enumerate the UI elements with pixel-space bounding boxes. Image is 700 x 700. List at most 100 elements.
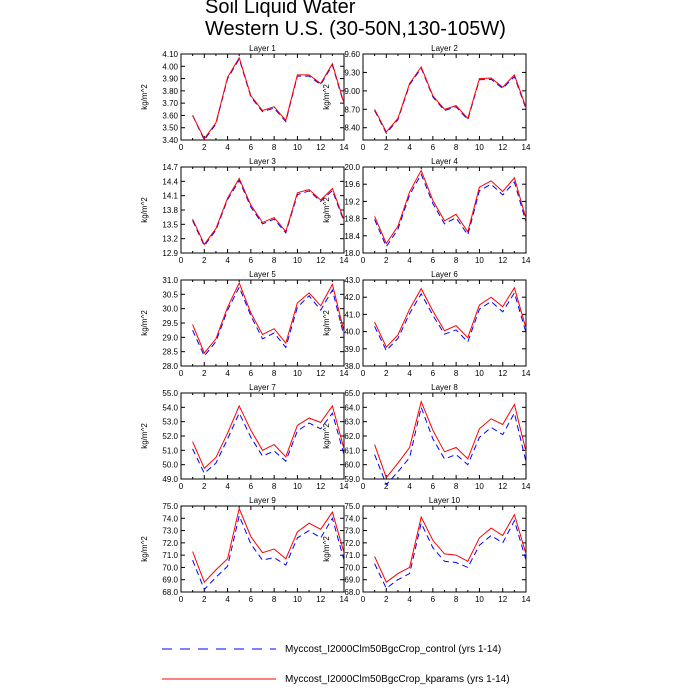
panel-6-y-tick-label: 43.0 (344, 276, 360, 285)
panel-7-y-axis-label: kg/m^2 (140, 423, 149, 449)
panel-10-y-tick-label: 71.0 (344, 551, 360, 560)
panel-6-x-tick-label: 10 (475, 369, 484, 378)
panel-2-y-tick-label: 8.40 (344, 124, 360, 133)
panel-3-x-tick-label: 6 (249, 256, 254, 265)
panel-5-y-tick-label: 30.0 (162, 305, 178, 314)
panel-8-y-axis-label: kg/m^2 (322, 423, 331, 449)
panel-6-x-tick-label: 6 (431, 369, 436, 378)
panel-4-x-tick-label: 8 (454, 256, 459, 265)
panel-10-x-tick-label: 12 (498, 595, 507, 604)
panel-9-x-tick-label: 8 (272, 595, 277, 604)
panel-5-y-tick-label: 30.5 (162, 290, 178, 299)
panel-2-x-tick-label: 8 (454, 143, 459, 152)
panel-8-x-tick-label: 2 (384, 482, 389, 491)
panel-7-y-tick-label: 50.0 (162, 461, 178, 470)
panel-4-title: Layer 4 (431, 157, 458, 166)
panel-8-y-tick-label: 59.0 (344, 475, 360, 484)
panel-3-x-tick-label: 14 (340, 256, 349, 265)
panel-5-x-tick-label: 2 (202, 369, 207, 378)
panel-2-x-tick-label: 0 (361, 143, 366, 152)
panel-10-y-axis-label: kg/m^2 (322, 536, 331, 562)
panel-8-x-tick-label: 14 (522, 482, 531, 491)
panel-2-x-tick-label: 12 (498, 143, 507, 152)
panel-8-frame (362, 392, 527, 480)
panel-1-y-tick-label: 3.60 (162, 111, 178, 120)
panel-4-y-axis-label: kg/m^2 (322, 197, 331, 223)
panel-10-title: Layer 10 (429, 496, 461, 505)
panel-9-x-tick-label: 6 (249, 595, 254, 604)
panel-7-y-tick-label: 52.0 (162, 432, 178, 441)
panel-2-series-control-line (374, 67, 527, 135)
panel-1-x-tick-label: 12 (316, 143, 325, 152)
panel-4-x-tick-label: 4 (407, 256, 412, 265)
panel-10-frame (362, 505, 527, 593)
panel-10-series-kparams-line (374, 513, 527, 583)
panel-1-y-axis-label: kg/m^2 (140, 84, 149, 110)
panel-3-y-tick-label: 14.4 (162, 177, 178, 186)
panel-8-title: Layer 8 (431, 383, 458, 392)
panel-8-y-tick-label: 60.0 (344, 461, 360, 470)
panel-8-x-tick-label: 10 (475, 482, 484, 491)
panel-9-y-tick-label: 68.0 (162, 588, 178, 597)
panel-2-x-tick-label: 14 (522, 143, 531, 152)
panel-5-x-tick-label: 0 (179, 369, 184, 378)
panel-9-x-tick-label: 2 (202, 595, 207, 604)
panel-2-series-kparams-line (374, 65, 527, 133)
panel-6-y-tick-label: 40.0 (344, 328, 360, 337)
panel-3-y-tick-label: 12.9 (162, 249, 178, 258)
panel-1-x-tick-label: 10 (293, 143, 302, 152)
panel-8-y-tick-label: 64.0 (344, 403, 360, 412)
panel-1-x-tick-label: 2 (202, 143, 207, 152)
panel-1-y-tick-label: 3.50 (162, 124, 178, 133)
panel-3-y-tick-label: 14.7 (162, 163, 178, 172)
panel-5-y-tick-label: 29.5 (162, 319, 178, 328)
panel-6-y-tick-label: 42.0 (344, 293, 360, 302)
panel-1-y-tick-label: 4.10 (162, 50, 178, 59)
panel-4-series-control-line (374, 173, 527, 248)
panel-1-x-tick-label: 8 (272, 143, 277, 152)
panel-1-y-tick-label: 3.40 (162, 136, 178, 145)
panel-7-x-tick-label: 2 (202, 482, 207, 491)
panel-4-y-tick-label: 19.2 (344, 197, 360, 206)
panel-3-x-tick-label: 8 (272, 256, 277, 265)
panel-4-x-tick-label: 6 (431, 256, 436, 265)
panel-8-y-tick-label: 61.0 (344, 446, 360, 455)
panel-5-x-tick-label: 12 (316, 369, 325, 378)
panel-3-x-tick-label: 2 (202, 256, 207, 265)
panel-9-series-control-line (192, 514, 345, 591)
panel-10-y-tick-label: 72.0 (344, 539, 360, 548)
panel-7-x-tick-label: 8 (272, 482, 277, 491)
panel-8-x-tick-label: 0 (361, 482, 366, 491)
panel-9-x-tick-label: 4 (225, 595, 230, 604)
panel-1-y-tick-label: 3.90 (162, 75, 178, 84)
panel-3-series-control-line (192, 179, 345, 247)
panel-4-y-tick-label: 18.0 (344, 249, 360, 258)
panel-2-y-axis-label: kg/m^2 (322, 84, 331, 110)
panel-8-series-kparams-line (374, 400, 527, 479)
panel-5-frame (180, 279, 345, 367)
panel-8-x-tick-label: 6 (431, 482, 436, 491)
panel-2-y-tick-label: 9.00 (344, 87, 360, 96)
panel-9-x-tick-label: 10 (293, 595, 302, 604)
panel-1-y-tick-label: 3.70 (162, 99, 178, 108)
panel-4-y-tick-label: 19.6 (344, 180, 360, 189)
panel-5-x-tick-label: 6 (249, 369, 254, 378)
chart-title: Soil Liquid Water Western U.S. (30-50N,13… (205, 0, 506, 40)
panel-9-y-tick-label: 70.0 (162, 563, 178, 572)
panel-8-x-tick-label: 4 (407, 482, 412, 491)
panel-3-y-tick-label: 13.5 (162, 220, 178, 229)
panel-5-x-tick-label: 4 (225, 369, 230, 378)
panel-10-y-tick-label: 75.0 (344, 502, 360, 511)
panel-6-x-tick-label: 8 (454, 369, 459, 378)
panel-9-y-tick-label: 69.0 (162, 576, 178, 585)
panel-6-x-tick-label: 2 (384, 369, 389, 378)
panel-8-x-tick-label: 12 (498, 482, 507, 491)
panel-4-y-tick-label: 20.0 (344, 163, 360, 172)
panel-6-y-tick-label: 39.0 (344, 345, 360, 354)
panel-8-x-tick-label: 8 (454, 482, 459, 491)
panel-4-y-tick-label: 18.8 (344, 215, 360, 224)
panel-6-y-tick-label: 38.0 (344, 362, 360, 371)
panel-6-y-axis-label: kg/m^2 (322, 310, 331, 336)
panel-3-x-tick-label: 0 (179, 256, 184, 265)
